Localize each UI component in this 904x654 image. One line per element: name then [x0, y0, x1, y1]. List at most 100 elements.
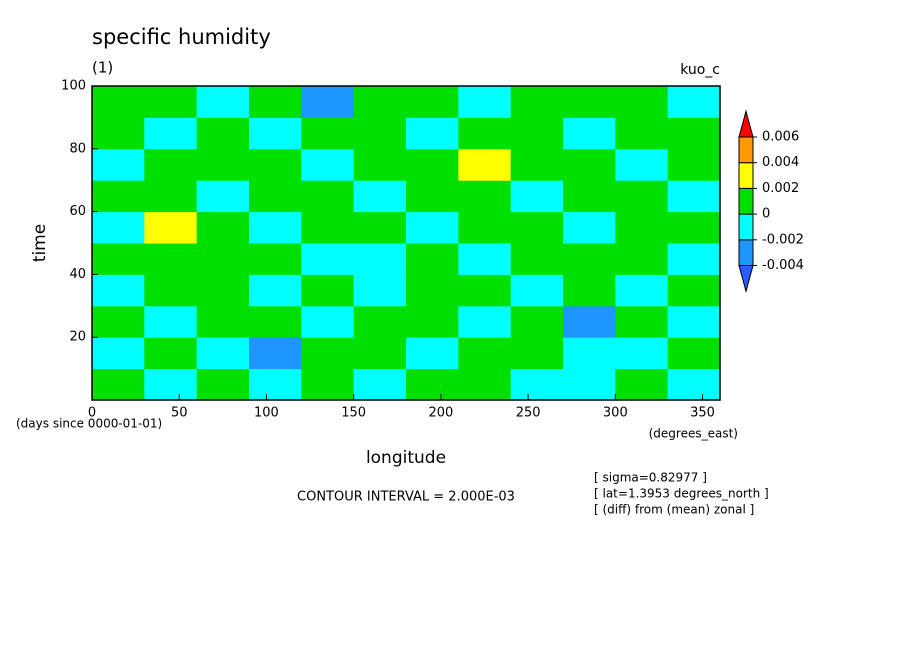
- cell: [196, 243, 250, 275]
- y-units: (days since 0000-01-01): [16, 417, 162, 431]
- x-tick-label: 50: [171, 406, 188, 421]
- x-tick-label: 200: [428, 406, 453, 421]
- contour-note: CONTOUR INTERVAL = 2.000E-03: [297, 490, 515, 505]
- cell: [458, 305, 512, 338]
- cell: [615, 117, 669, 150]
- cell: [510, 305, 564, 338]
- x-axis-label: longitude: [366, 448, 446, 468]
- cell: [196, 368, 250, 401]
- cell: [301, 180, 355, 213]
- cell: [249, 86, 302, 118]
- cell: [196, 148, 250, 181]
- cell: [458, 117, 512, 150]
- cell: [667, 337, 721, 370]
- info-line: [ (diff) from (mean) zonal ]: [594, 503, 754, 517]
- cell: [144, 148, 198, 181]
- cell: [196, 86, 250, 118]
- chart-title: specific humidity: [92, 25, 271, 49]
- colorbar-label: 0: [762, 207, 770, 222]
- cell: [249, 243, 302, 275]
- x-tick-label: 350: [690, 406, 715, 421]
- cell: [144, 180, 198, 213]
- run-label: kuo_c: [680, 62, 720, 78]
- cell: [667, 148, 721, 181]
- cell: [510, 211, 564, 244]
- plot-frame: [91, 85, 721, 401]
- cell: [249, 274, 302, 307]
- y-tick-label: 100: [61, 79, 86, 94]
- cell: [510, 117, 564, 150]
- cell: [301, 274, 355, 307]
- colorbar-label: -0.002: [762, 232, 804, 247]
- cell: [301, 211, 355, 244]
- cell: [406, 117, 459, 150]
- cell: [301, 86, 355, 118]
- cell: [196, 117, 250, 150]
- cell: [563, 274, 616, 307]
- cell: [92, 243, 145, 275]
- cell: [563, 305, 616, 338]
- cell: [667, 274, 721, 307]
- x-tick-label: 300: [603, 406, 628, 421]
- cell: [301, 243, 355, 275]
- cell: [510, 274, 564, 307]
- cell: [301, 368, 355, 401]
- cell: [406, 180, 459, 213]
- cell: [92, 86, 145, 118]
- cell: [301, 305, 355, 338]
- x-units: (degrees_east): [649, 427, 738, 441]
- cell: [353, 211, 407, 244]
- cell: [458, 180, 512, 213]
- x-tick-label: 250: [516, 406, 541, 421]
- cell: [510, 368, 564, 401]
- cell: [249, 337, 302, 370]
- cell: [353, 243, 407, 275]
- x-tick-label: 0: [88, 406, 96, 421]
- cell: [249, 117, 302, 150]
- cell: [510, 337, 564, 370]
- cell: [406, 305, 459, 338]
- cell: [563, 180, 616, 213]
- cell: [92, 337, 145, 370]
- cell: [615, 86, 669, 118]
- cell: [458, 243, 512, 275]
- cell: [458, 86, 512, 118]
- cell: [92, 368, 145, 401]
- colorbar-segment: [738, 162, 754, 189]
- cell: [510, 180, 564, 213]
- cell: [353, 305, 407, 338]
- cell: [144, 305, 198, 338]
- colorbar-arrow: [738, 265, 754, 294]
- cell: [249, 148, 302, 181]
- cell: [92, 117, 145, 150]
- colorbar-label: 0.004: [762, 155, 799, 170]
- cell: [196, 337, 250, 370]
- cell: [406, 368, 459, 401]
- cell: [301, 117, 355, 150]
- cell: [667, 180, 721, 213]
- cell: [353, 117, 407, 150]
- cell: [563, 148, 616, 181]
- cell: [563, 337, 616, 370]
- subtitle: (1): [92, 59, 113, 77]
- cell: [563, 368, 616, 401]
- cell: [92, 211, 145, 244]
- cell: [353, 86, 407, 118]
- cell: [301, 148, 355, 181]
- cell: [144, 337, 198, 370]
- y-tick-label: 60: [69, 204, 86, 219]
- cell: [353, 368, 407, 401]
- cell: [406, 337, 459, 370]
- cell: [458, 211, 512, 244]
- y-axis-label: time: [30, 224, 50, 262]
- colorbar-label: 0.006: [762, 130, 799, 145]
- cell: [92, 148, 145, 181]
- colorbar-segment: [738, 136, 754, 164]
- cell: [144, 243, 198, 275]
- cell: [406, 86, 459, 118]
- colorbar-segment: [738, 213, 754, 241]
- cell: [249, 211, 302, 244]
- cell: [563, 243, 616, 275]
- colorbar-segment: [738, 187, 754, 215]
- cell: [510, 243, 564, 275]
